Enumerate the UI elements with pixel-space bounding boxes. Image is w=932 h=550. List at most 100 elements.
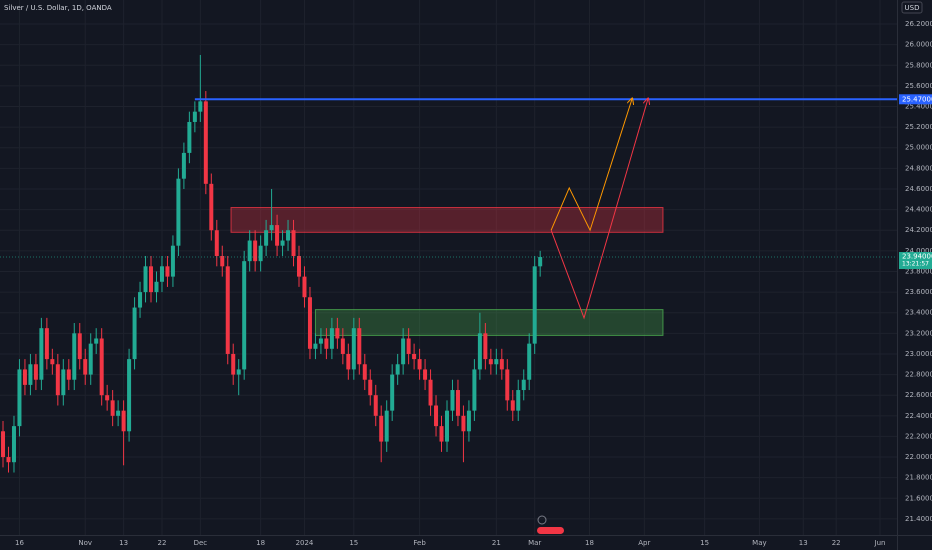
- x-tick-label: May: [752, 539, 766, 547]
- x-tick-label: 15: [349, 539, 358, 547]
- y-tick-label: 22.20000: [905, 432, 932, 440]
- x-tick-label: 18: [256, 539, 265, 547]
- y-tick-label: 25.00000: [905, 144, 932, 152]
- x-tick-label: 13: [799, 539, 808, 547]
- candle-body: [291, 230, 296, 257]
- candle-body: [225, 266, 230, 354]
- projection-arrow: [550, 98, 632, 232]
- candle-body: [170, 245, 175, 277]
- candle-body: [154, 281, 159, 293]
- candle-body: [318, 338, 323, 344]
- candle-body: [61, 369, 66, 396]
- y-tick-label: 24.20000: [905, 226, 932, 234]
- candle-body: [176, 178, 181, 246]
- events-badge[interactable]: [537, 527, 564, 534]
- candle-body: [33, 364, 38, 380]
- candle-body: [379, 415, 384, 442]
- candle-body: [329, 328, 334, 349]
- zone: [230, 207, 664, 233]
- zone: [314, 309, 664, 336]
- candle-body: [423, 369, 428, 380]
- candle-body: [22, 369, 27, 385]
- candle-body: [450, 390, 455, 411]
- candle-body: [521, 379, 526, 391]
- candle-body: [527, 343, 532, 380]
- events-icon[interactable]: [537, 515, 547, 525]
- candle-body: [242, 261, 247, 370]
- x-tick-label: 22: [832, 539, 841, 547]
- candle-body: [1, 431, 6, 458]
- y-tick-label: 24.00000: [905, 247, 932, 255]
- candle-body: [132, 307, 137, 360]
- y-tick-label: 23.60000: [905, 288, 932, 296]
- candle-body: [269, 225, 274, 231]
- candle-body: [72, 333, 77, 380]
- y-tick-label: 26.00000: [905, 41, 932, 49]
- candle-body: [165, 266, 170, 277]
- candle-body: [159, 266, 164, 282]
- y-tick-label: 22.80000: [905, 371, 932, 379]
- candle-body: [368, 379, 373, 396]
- y-tick-label: 23.80000: [905, 267, 932, 275]
- candle-body: [351, 328, 356, 370]
- candle-body: [44, 328, 49, 360]
- candle-body: [499, 359, 504, 370]
- x-tick-label: Apr: [638, 539, 650, 547]
- candle-body: [505, 369, 510, 401]
- candle-body: [99, 338, 104, 396]
- candle-body: [488, 359, 493, 365]
- candle-body: [203, 101, 208, 184]
- candle-body: [236, 369, 241, 375]
- candle-body: [390, 374, 395, 411]
- y-tick-label: 26.20000: [905, 20, 932, 28]
- x-tick-label: Dec: [194, 539, 208, 547]
- x-tick-label: 2024: [296, 539, 314, 547]
- candle-body: [532, 266, 537, 344]
- x-tick-label: 21: [492, 539, 501, 547]
- currency[interactable]: USD: [905, 4, 920, 12]
- y-tick-label: 23.40000: [905, 309, 932, 317]
- candle-body: [307, 297, 312, 349]
- chart-title: Silver / U.S. Dollar, 1D, OANDA: [4, 4, 112, 12]
- candle-body: [11, 426, 16, 463]
- candle-body: [384, 410, 389, 442]
- candle-body: [116, 410, 121, 416]
- candle-body: [6, 457, 11, 463]
- candle-body: [373, 395, 378, 416]
- countdown-label: 13:21:57: [902, 261, 929, 268]
- candle-body: [209, 183, 214, 231]
- candle-body: [258, 245, 263, 262]
- x-tick-label: 18: [585, 539, 594, 547]
- candle-body: [220, 256, 225, 267]
- candle-body: [324, 338, 329, 349]
- candle-body: [94, 338, 99, 344]
- y-tick-label: 25.40000: [905, 103, 932, 111]
- candle-body: [455, 390, 460, 416]
- resistance-price-tag: [899, 94, 932, 105]
- candle-body: [247, 240, 252, 262]
- candle-body: [275, 225, 280, 246]
- candle-body: [66, 369, 71, 380]
- candle-body: [444, 410, 449, 442]
- candle-body: [483, 333, 488, 360]
- currency-box[interactable]: [901, 1, 923, 14]
- plot: [0, 54, 897, 473]
- candle-body: [417, 359, 422, 370]
- candle-body: [121, 410, 126, 432]
- candle-body: [516, 390, 521, 411]
- candle-body: [214, 230, 219, 257]
- candle-body: [253, 240, 258, 262]
- candle-body: [143, 266, 148, 293]
- candle-body: [362, 364, 367, 380]
- candle-body: [149, 266, 154, 293]
- x-tick-label: 15: [700, 539, 709, 547]
- candle-body: [302, 276, 307, 298]
- y-tick-label: 22.60000: [905, 391, 932, 399]
- y-tick-label: 21.60000: [905, 494, 932, 502]
- candle-body: [346, 353, 351, 370]
- candle-body: [297, 256, 301, 277]
- candle-body: [55, 364, 60, 396]
- candle-body: [335, 328, 340, 339]
- candle-body: [357, 328, 362, 365]
